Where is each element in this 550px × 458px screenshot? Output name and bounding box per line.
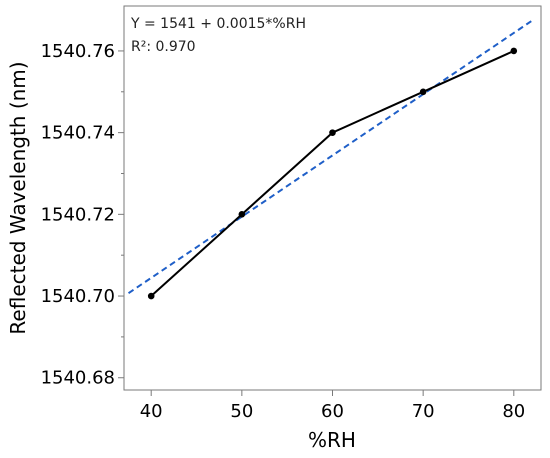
r-squared-annotation: R²: 0.970	[131, 39, 196, 55]
equation-annotation: Y = 1541 + 0.0015*%RH	[130, 16, 306, 32]
x-axis-title: %RH	[308, 428, 356, 452]
x-tick-label: 40	[140, 401, 163, 422]
data-point	[147, 292, 155, 300]
x-tick-label: 70	[412, 401, 435, 422]
plot-frame	[123, 5, 542, 391]
y-tick-label: 1540.74	[41, 123, 115, 144]
data-point	[419, 88, 427, 96]
data-line	[150, 50, 515, 297]
data-point	[329, 129, 336, 136]
y-tick-label: 1540.70	[41, 286, 115, 307]
y-axis-title: Reflected Wavelength (nm)	[6, 61, 30, 334]
y-tick-label: 1540.72	[41, 204, 115, 225]
data-point	[510, 47, 518, 55]
ticks: 40 50 60 70 80 1540.68 1540.70 1540.72 1540.74 15…	[41, 41, 526, 422]
data-point	[238, 211, 246, 218]
fit-line	[127, 19, 533, 295]
y-tick-label: 1540.76	[41, 41, 115, 62]
x-tick-label: 80	[502, 401, 525, 422]
series-lines	[127, 19, 533, 297]
x-tick-label: 50	[230, 401, 253, 422]
data-points	[147, 47, 518, 300]
y-tick-label: 1540.68	[41, 368, 115, 389]
x-tick-label: 60	[321, 401, 344, 422]
